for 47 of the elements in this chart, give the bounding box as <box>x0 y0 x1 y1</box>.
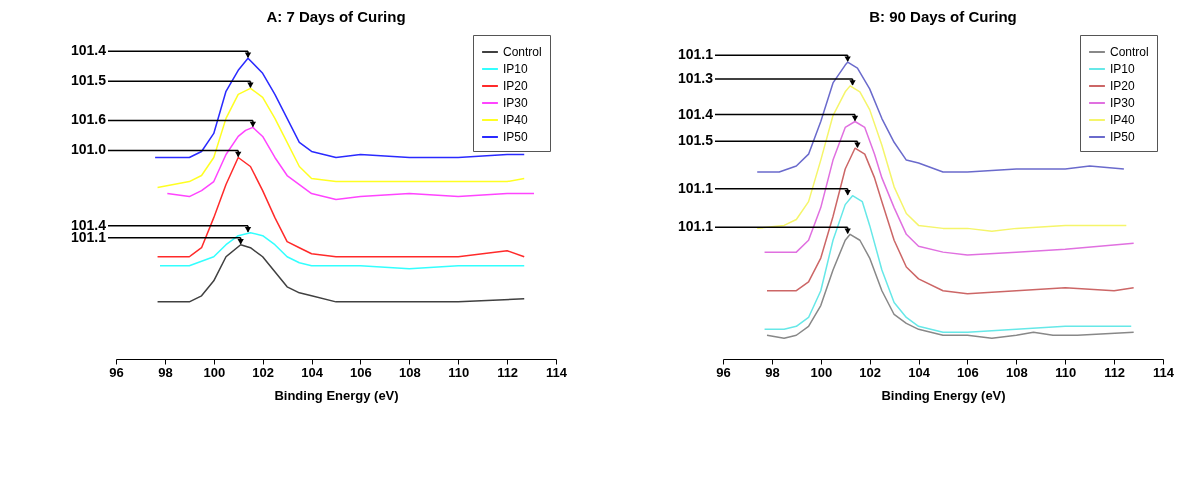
annotation: 101.4 <box>70 42 107 59</box>
x-tick-label: 104 <box>301 364 324 380</box>
x-tick-label: 102 <box>252 364 275 380</box>
annotation: 101.4 <box>677 105 714 122</box>
legend-label: IP40 <box>503 113 529 127</box>
annotation: 101.5 <box>677 132 714 149</box>
legend-label: IP10 <box>1110 62 1136 76</box>
annotation: 101.1 <box>677 179 714 196</box>
x-tick-label: 110 <box>448 364 470 380</box>
x-tick-label: 114 <box>1153 364 1175 380</box>
legend-label: IP10 <box>503 62 529 76</box>
x-tick-label: 112 <box>497 364 519 380</box>
x-tick-label: 114 <box>546 364 568 380</box>
annotation: 101.4 <box>70 216 107 233</box>
annotation: 101.5 <box>70 72 107 89</box>
legend-label: IP30 <box>503 96 529 110</box>
x-axis-title: Binding Energy (eV) <box>274 387 399 403</box>
legend-label: IP50 <box>1110 130 1136 144</box>
legend-label: IP50 <box>503 130 529 144</box>
annotation: 101.0 <box>70 141 107 158</box>
x-tick-label: 98 <box>765 364 780 380</box>
x-tick-label: 100 <box>203 364 226 380</box>
x-tick-label: 112 <box>1104 364 1126 380</box>
x-tick-label: 104 <box>908 364 931 380</box>
legend-label: IP40 <box>1110 113 1136 127</box>
annotation: 101.6 <box>70 111 107 128</box>
legend-label: Control <box>503 45 542 59</box>
x-tick-label: 102 <box>859 364 882 380</box>
annotation: 101.1 <box>677 46 714 63</box>
legend-label: IP20 <box>503 79 529 93</box>
annotation: 101.3 <box>677 69 714 86</box>
chart-title: A: 7 Days of Curing <box>266 8 406 25</box>
x-tick-label: 96 <box>716 364 731 380</box>
x-tick-label: 100 <box>810 364 833 380</box>
legend-label: Control <box>1110 45 1149 59</box>
x-tick-label: 108 <box>398 364 421 380</box>
x-tick-label: 106 <box>957 364 979 380</box>
legend-label: IP20 <box>1110 79 1136 93</box>
x-axis-title: Binding Energy (eV) <box>881 387 1006 403</box>
annotation: 101.1 <box>677 218 714 235</box>
x-tick-label: 98 <box>158 364 173 380</box>
x-tick-label: 108 <box>1005 364 1028 380</box>
legend-label: IP30 <box>1110 96 1136 110</box>
chart-title: B: 90 Days of Curing <box>869 8 1017 25</box>
x-tick-label: 110 <box>1055 364 1077 380</box>
x-tick-label: 106 <box>350 364 372 380</box>
x-tick-label: 96 <box>109 364 124 380</box>
